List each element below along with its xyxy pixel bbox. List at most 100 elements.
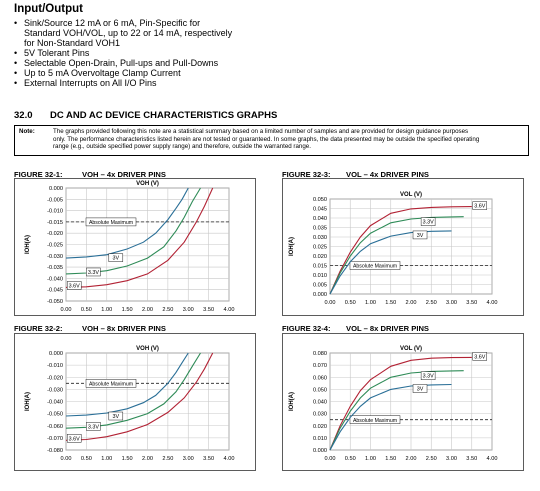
x-tick-label: 1.50 bbox=[122, 456, 133, 462]
section-heading: 32.0 DC AND AC DEVICE CHARACTERISTICS GRA… bbox=[14, 110, 277, 121]
y-tick-label: -0.050 bbox=[47, 412, 63, 418]
series-line-3.6v bbox=[329, 356, 472, 451]
bullet-text: External Interrupts on All I/O Pins bbox=[24, 78, 157, 88]
series-line-3v bbox=[65, 187, 189, 259]
y-tick-label: -0.060 bbox=[47, 424, 63, 430]
x-tick-label: 4.00 bbox=[224, 307, 235, 313]
note-label: Note: bbox=[19, 128, 35, 135]
x-tick-label: 3.00 bbox=[446, 456, 457, 462]
series-label: 3.6V bbox=[474, 204, 485, 210]
series-label-box bbox=[472, 352, 487, 361]
bullet-dot: • bbox=[14, 48, 18, 58]
series-label-box bbox=[66, 281, 82, 290]
y-tick-label: 0.040 bbox=[313, 400, 327, 406]
series-label-box bbox=[412, 384, 428, 393]
y-tick-label: 0.050 bbox=[313, 197, 327, 203]
x-tick-label: 0.00 bbox=[61, 456, 72, 462]
chart-title: VOH (V) bbox=[136, 181, 159, 187]
absolute-maximum-box bbox=[349, 415, 401, 424]
note-box: Note: The graphs provided following this… bbox=[14, 125, 529, 156]
y-tick-label: 0.035 bbox=[313, 226, 327, 232]
figure-caption: VOL – 4x DRIVER PINS bbox=[346, 170, 429, 179]
y-tick-label: 0.025 bbox=[313, 245, 327, 251]
chart-title: VOL (V) bbox=[400, 346, 422, 352]
x-tick-label: 3.00 bbox=[183, 307, 194, 313]
bullet-item: • Up to 5 mA Overvoltage Clamp Current bbox=[14, 68, 314, 78]
y-tick-label: 0.000 bbox=[313, 448, 327, 454]
bullet-text: 5V Tolerant Pins bbox=[24, 48, 90, 58]
bullet-item: • Sink/Source 12 mA or 6 mA, Pin-Specific… bbox=[14, 18, 314, 28]
x-tick-label: 3.50 bbox=[466, 456, 477, 462]
absolute-maximum-label: Absolute Maximum bbox=[89, 220, 133, 226]
x-tick-label: 0.50 bbox=[81, 307, 92, 313]
note-line: The graphs provided following this note … bbox=[53, 128, 469, 135]
bullet-text: for Non-Standard VOH1 bbox=[24, 38, 121, 48]
x-tick-label: 1.50 bbox=[385, 300, 396, 306]
section-title: DC AND AC DEVICE CHARACTERISTICS GRAPHS bbox=[50, 110, 278, 121]
y-tick-label: 0.080 bbox=[313, 351, 327, 357]
y-tick-label: -0.030 bbox=[47, 254, 63, 260]
x-tick-label: 3.50 bbox=[203, 307, 214, 313]
bullet-item: • 5V Tolerant Pins bbox=[14, 48, 314, 58]
figure-label: FIGURE 32-4: bbox=[282, 324, 331, 333]
y-tick-label: 0.010 bbox=[313, 273, 327, 279]
series-label: 3.3V bbox=[88, 270, 99, 276]
y-axis-label: IOH(A) bbox=[289, 237, 295, 256]
x-tick-label: 1.00 bbox=[101, 456, 112, 462]
bullet-dot: • bbox=[14, 68, 18, 78]
absolute-maximum-label: Absolute Maximum bbox=[353, 418, 397, 424]
series-label-box bbox=[412, 230, 428, 240]
note-line: only. The performance characteristics li… bbox=[53, 135, 480, 143]
y-tick-label: -0.020 bbox=[47, 375, 63, 381]
series-label: 3.3V bbox=[423, 220, 434, 226]
x-tick-label: 2.50 bbox=[426, 456, 437, 462]
note-line: range (e.g., outside specified power sup… bbox=[53, 143, 311, 151]
x-tick-label: 1.00 bbox=[365, 456, 376, 462]
y-tick-label: 0.015 bbox=[313, 264, 327, 270]
y-tick-label: -0.040 bbox=[47, 400, 63, 406]
series-label: 3V bbox=[417, 387, 424, 393]
y-tick-label: 0.060 bbox=[313, 375, 327, 381]
figure-caption: VOH – 8x DRIVER PINS bbox=[82, 324, 166, 333]
x-tick-label: 1.50 bbox=[122, 307, 133, 313]
y-tick-label: 0.050 bbox=[313, 387, 327, 393]
y-tick-label: -0.025 bbox=[47, 243, 63, 249]
x-tick-label: 1.50 bbox=[385, 456, 396, 462]
y-tick-label: 0.030 bbox=[313, 412, 327, 418]
x-tick-label: 0.50 bbox=[345, 300, 356, 306]
series-label-box bbox=[86, 267, 101, 277]
series-label: 3.3V bbox=[423, 374, 434, 380]
y-axis-label: IOH(A) bbox=[289, 392, 295, 411]
figure-caption: VOH – 4x DRIVER PINS bbox=[82, 170, 166, 179]
y-axis-label: IOH(A) bbox=[25, 235, 31, 254]
section-number: 32.0 bbox=[14, 110, 33, 121]
bullet-text: Standard VOH/VOL, up to 22 or 14 mA, res… bbox=[24, 28, 233, 38]
y-tick-label: 0.005 bbox=[313, 283, 327, 289]
series-label-box bbox=[66, 434, 82, 443]
y-tick-label: -0.010 bbox=[47, 363, 63, 369]
y-tick-label: 0.030 bbox=[313, 235, 327, 241]
chart-title: VOH (V) bbox=[136, 346, 159, 352]
series-label-box bbox=[108, 253, 124, 262]
x-tick-label: 2.00 bbox=[142, 307, 153, 313]
x-tick-label: 4.00 bbox=[487, 456, 498, 462]
y-tick-label: 0.000 bbox=[313, 292, 327, 298]
series-line-3v bbox=[65, 352, 189, 417]
series-label: 3V bbox=[417, 233, 424, 239]
x-tick-label: 2.00 bbox=[142, 456, 153, 462]
figure-label: FIGURE 32-3: bbox=[282, 170, 331, 179]
x-tick-label: 2.00 bbox=[406, 456, 417, 462]
y-tick-label: -0.045 bbox=[47, 288, 63, 294]
y-tick-label: 0.020 bbox=[313, 424, 327, 430]
section-heading-input-output: Input/Output bbox=[14, 3, 83, 15]
series-label: 3V bbox=[112, 414, 119, 420]
bullet-dot: • bbox=[14, 58, 18, 68]
series-label: 3.3V bbox=[88, 424, 99, 430]
series-label-box bbox=[420, 371, 436, 380]
series-line-3.6v bbox=[65, 352, 214, 441]
y-tick-label: 0.000 bbox=[49, 186, 63, 192]
x-tick-label: 2.00 bbox=[406, 300, 417, 306]
bullet-text: Sink/Source 12 mA or 6 mA, Pin-Specific … bbox=[24, 18, 201, 28]
y-tick-label: 0.010 bbox=[313, 436, 327, 442]
figure-caption: VOL – 8x DRIVER PINS bbox=[346, 324, 429, 333]
